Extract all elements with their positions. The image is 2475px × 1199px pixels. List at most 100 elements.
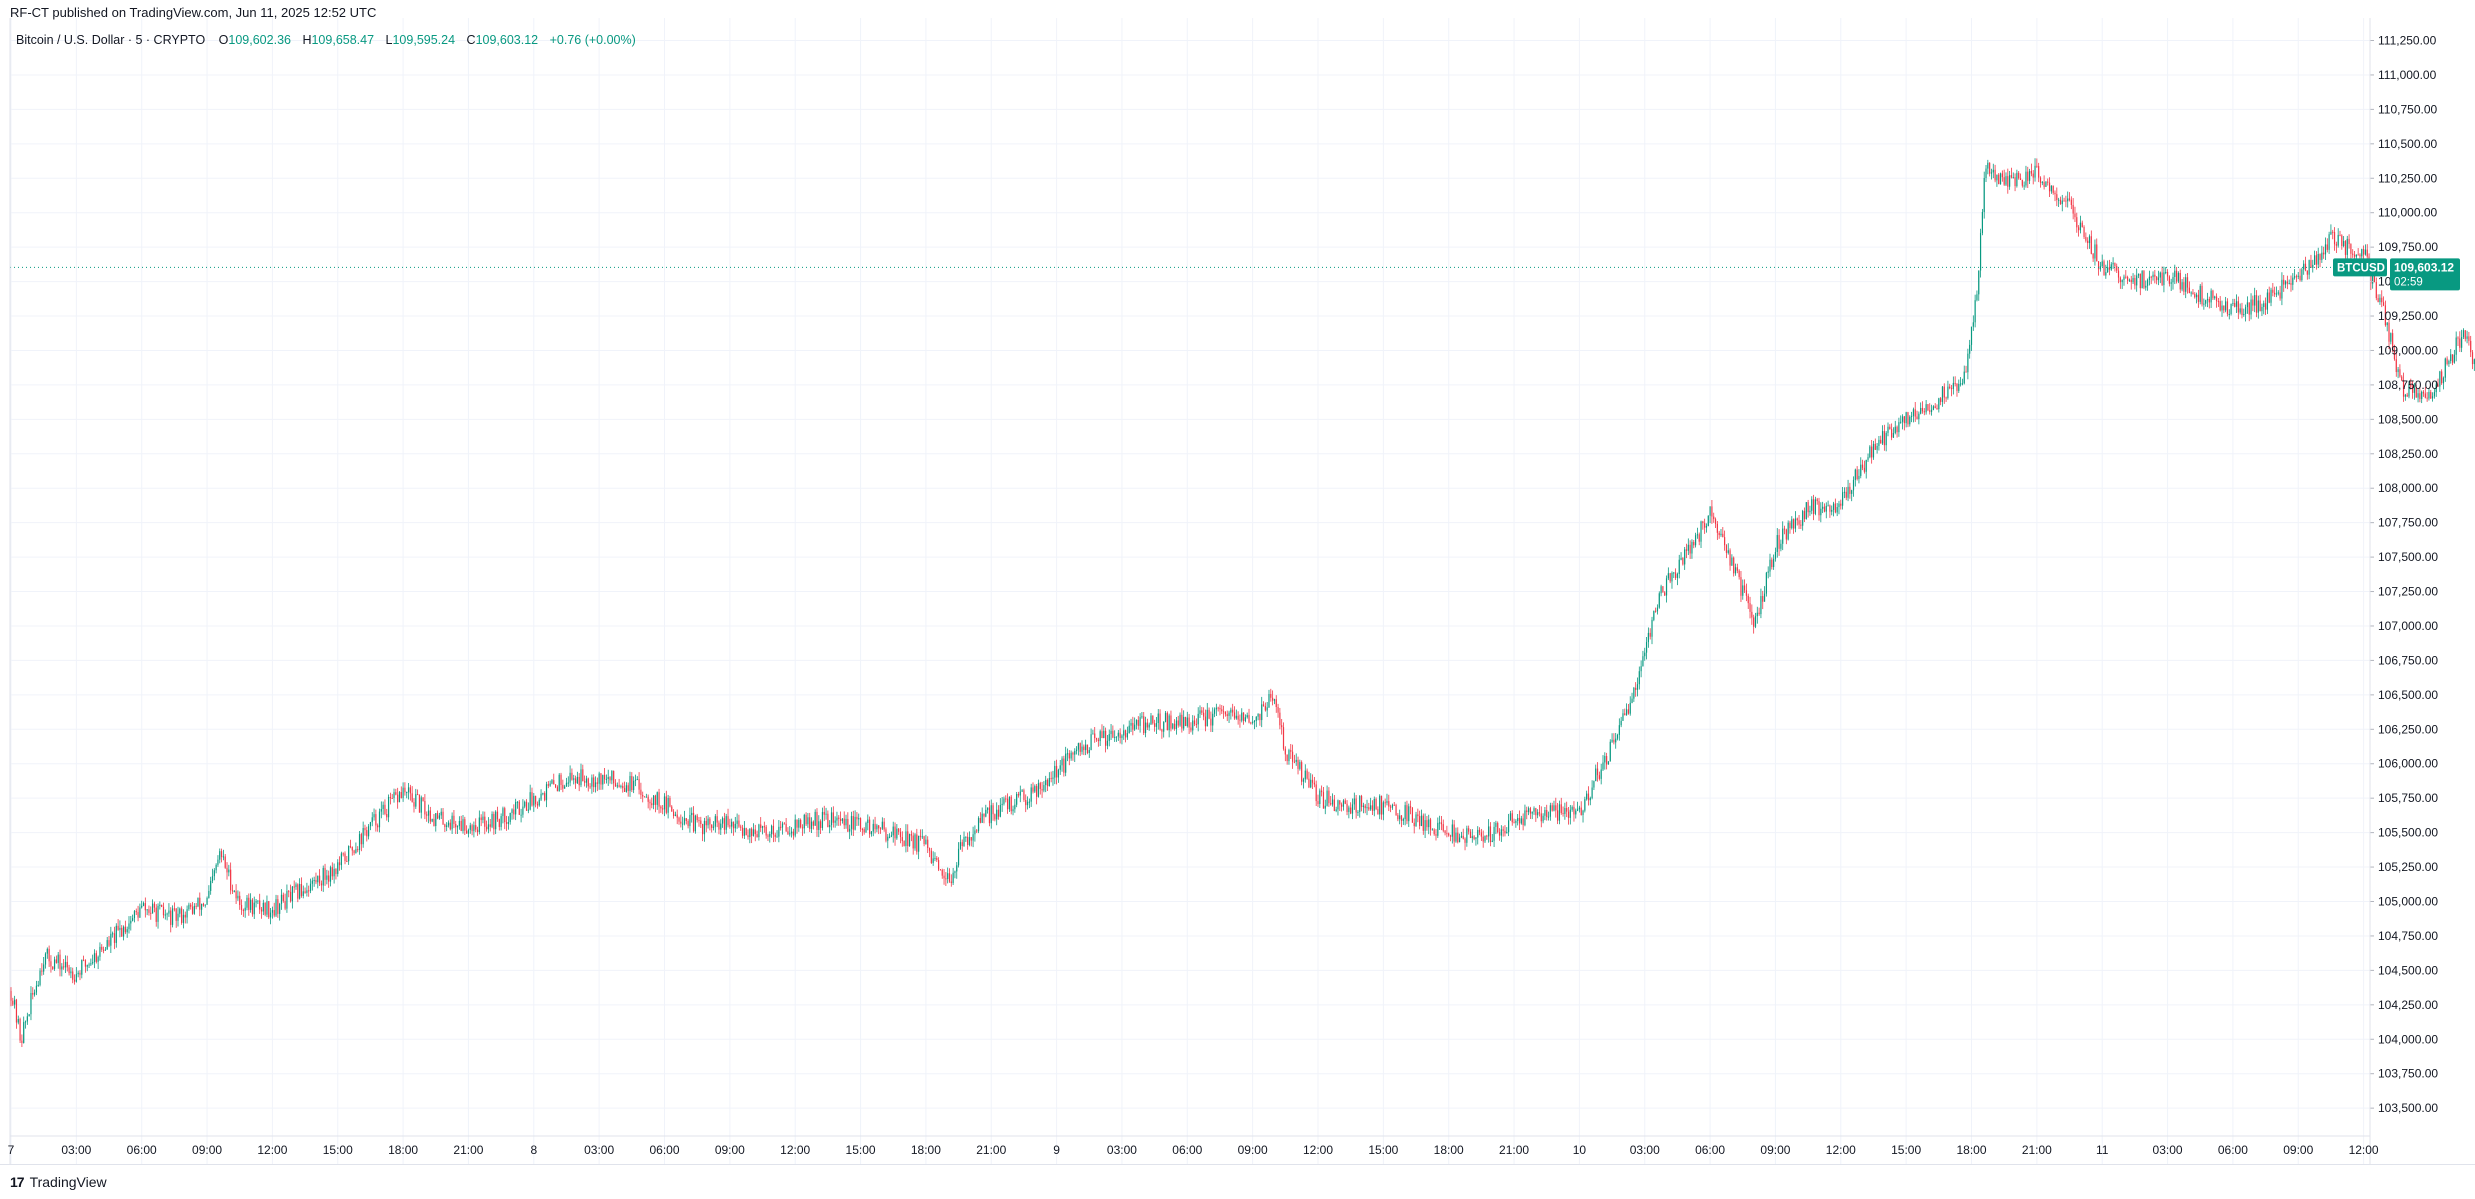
candle-body [633, 780, 635, 790]
x-tick-label: 18:00 [1434, 1143, 1464, 1157]
candle-body [1943, 386, 1945, 398]
candle-body [368, 826, 370, 837]
candle-body [2005, 176, 2007, 185]
candle-body [1660, 586, 1662, 594]
candle-body [1861, 464, 1864, 468]
candle-body [1823, 506, 1826, 512]
candle-body [2390, 333, 2392, 342]
candle-body [1956, 383, 1958, 391]
candle-body [2388, 322, 2390, 342]
candle-body [1508, 820, 1510, 833]
candle-body [1395, 805, 1397, 816]
candle-body [520, 814, 522, 816]
candle-body [2009, 175, 2011, 187]
candle-body [1611, 739, 1613, 742]
candle-body [1477, 829, 1479, 838]
last-price-label: 109,603.12 [2394, 260, 2454, 274]
candle-body [2214, 296, 2216, 299]
candle-body [1776, 535, 1778, 552]
candle-body [2083, 226, 2085, 237]
candle-body [2195, 294, 2198, 298]
candle-body [1235, 715, 1237, 719]
candle-body [571, 772, 573, 780]
candle-body [1012, 809, 1014, 812]
candle-body [122, 926, 125, 937]
candle-body [751, 828, 753, 836]
candle-body [1364, 805, 1366, 809]
candle-body [1137, 719, 1139, 726]
time-axis[interactable]: 7 03:00 06:00 09:00 12:00 15:00 18:00 21:00 8 03:… [8, 1135, 2379, 1157]
candle-body [1041, 788, 1043, 791]
candle-body [761, 826, 764, 828]
candle-body [640, 789, 642, 795]
candle-body [812, 821, 814, 826]
candle-body [17, 1019, 19, 1023]
candle-body [2401, 376, 2403, 381]
candle-body [587, 778, 589, 787]
candle-body [1822, 506, 1824, 509]
candle-body [1693, 541, 1695, 546]
candle-body [1377, 809, 1379, 815]
candle-body [1987, 162, 1989, 169]
candle-body [2041, 182, 2043, 184]
candle-body [277, 899, 279, 914]
candle-body [1208, 709, 1210, 719]
candle-body [1388, 801, 1390, 807]
candle-body [1266, 707, 1268, 711]
symbol-title[interactable]: Bitcoin / U.S. Dollar · 5 · CRYPTO [16, 33, 206, 47]
candle-body [1665, 578, 1668, 596]
candle-body [2431, 396, 2434, 399]
candle-body [858, 818, 860, 820]
candle-body [798, 819, 800, 828]
candle-body [1008, 796, 1011, 810]
candle-body [1900, 421, 1902, 423]
candle-body [540, 793, 542, 800]
candle-body [2150, 276, 2152, 278]
candle-body [161, 904, 163, 907]
candle-body [1400, 815, 1403, 821]
candle-body [240, 904, 243, 910]
candle-body [1170, 715, 1172, 729]
candle-body [731, 821, 733, 827]
candle-body [1297, 759, 1299, 769]
candle-body [1711, 506, 1713, 517]
candle-body [1747, 595, 1749, 604]
candle-body [1317, 801, 1319, 804]
candle-body [2243, 313, 2245, 315]
y-tick-label: 105,750.00 [2378, 791, 2438, 805]
candle-body [358, 834, 361, 850]
candle-body [2166, 271, 2169, 277]
candle-body [1669, 573, 1671, 582]
candle-body [574, 778, 577, 784]
candle-body [972, 834, 974, 841]
candle-body [605, 778, 608, 780]
candle-body [1616, 734, 1619, 739]
candle-body [2459, 338, 2461, 348]
candle-body [2288, 283, 2290, 285]
candle-body [311, 880, 313, 884]
candle-body [84, 960, 87, 967]
candle-body [847, 818, 849, 832]
candle-body [130, 920, 132, 924]
candle-body [736, 820, 738, 824]
candle-body [1620, 720, 1622, 726]
candle-body [1270, 694, 1272, 698]
candle-body [1088, 750, 1090, 753]
candle-body [796, 819, 798, 828]
candle-body [527, 809, 529, 811]
candle-body [133, 911, 136, 919]
candle-body [2335, 244, 2337, 246]
price-axis[interactable]: 111,250.00 111,000.00 110,750.00 110,500.00… [9, 18, 2438, 1164]
tradingview-brand[interactable]: 17 TradingView [10, 1174, 107, 1190]
candle-body [1253, 720, 1256, 722]
candle-body [843, 818, 845, 826]
candle-body [869, 819, 871, 835]
candle-body [1733, 557, 1735, 574]
candle-body [938, 860, 940, 870]
candle-body [910, 834, 912, 836]
candle-body [836, 817, 838, 821]
candle-body [1624, 713, 1626, 716]
candle-body [2016, 172, 2018, 187]
candle-body [674, 814, 676, 816]
